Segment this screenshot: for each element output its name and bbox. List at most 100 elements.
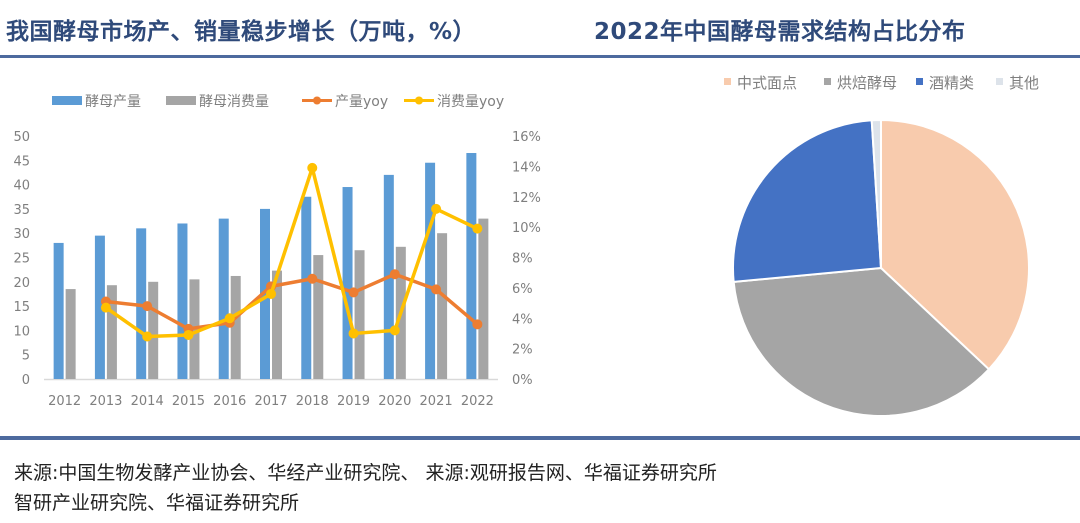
pie-legend-swatch-2 (916, 78, 923, 85)
x-axis-tick-label: 2019 (337, 394, 370, 409)
left-axis-tick-label: 30 (13, 227, 30, 242)
production-yoy-line (105, 272, 479, 331)
bar-production (94, 235, 105, 379)
production-yoy-point (472, 319, 483, 330)
legend-swatch-1 (166, 96, 196, 105)
legend-label-3: 消费量yoy (437, 94, 504, 110)
bar-production (466, 153, 477, 379)
source-note-line-2: 智研产业研究院、华福证券研究所 (14, 492, 300, 514)
pie-slices (732, 118, 1030, 417)
slice-other (870, 118, 882, 269)
x-axis-tick-label: 2022 (461, 394, 494, 409)
consumption-yoy-point (100, 302, 111, 313)
consumption-yoy-point (224, 313, 235, 324)
bottom-divider (0, 436, 1080, 440)
left-axis-tick-label: 5 (22, 349, 30, 364)
x-axis-tick-label: 2016 (213, 394, 246, 409)
bar-consumption (272, 270, 282, 379)
left-axis-tick-label: 35 (13, 203, 30, 218)
right-axis-tick-label: 12% (512, 191, 541, 206)
combo-chart-legend: 酵母产量 酵母消费量 产量yoy 消费量yoy (52, 94, 504, 110)
bar-production (301, 196, 312, 379)
bar-production (53, 242, 64, 379)
bar-series (53, 153, 489, 379)
bar-production (136, 228, 147, 379)
pie-legend-swatch-0 (724, 78, 731, 85)
bar-consumption (437, 233, 448, 379)
pie-legend-swatch-3 (996, 78, 1003, 85)
left-y-axis: 0 5 10 15 20 25 30 35 40 45 50 (13, 130, 30, 388)
consumption-yoy-point (183, 329, 194, 340)
right-axis-tick-label: 8% (512, 252, 533, 267)
production-yoy-point (348, 287, 359, 298)
consumption-yoy-point (389, 325, 400, 336)
production-yoy-point (307, 273, 318, 284)
x-axis-tick-label: 2018 (296, 394, 329, 409)
consumption-yoy-point (431, 203, 442, 214)
bar-production (177, 223, 188, 379)
consumption-yoy-point (142, 331, 153, 342)
right-axis-tick-label: 2% (512, 343, 533, 358)
legend-marker-2 (313, 96, 321, 105)
bar-production (342, 187, 353, 379)
bar-production (218, 218, 229, 379)
right-axis-tick-label: 14% (512, 160, 541, 175)
consumption-yoy-line (104, 166, 479, 339)
left-axis-tick-label: 0 (22, 373, 30, 388)
right-axis-tick-label: 10% (512, 221, 541, 236)
left-axis-tick-label: 15 (13, 300, 30, 315)
line-series (100, 162, 483, 342)
bar-consumption (478, 218, 489, 379)
x-axis-tick-label: 2015 (172, 394, 205, 409)
legend-swatch-0 (52, 96, 82, 105)
right-axis-tick-label: 4% (512, 312, 533, 327)
pie-legend-label-0: 中式面点 (737, 74, 797, 92)
right-y-axis: 0% 2% 4% 6% 8% 10% 12% 14% 16% (512, 130, 541, 388)
bar-consumption (148, 281, 159, 379)
pie-chart-legend: 中式面点 烘焙酵母 酒精类 其他 (724, 74, 1039, 92)
source-note-line-1: 来源:中国生物发酵产业协会、华经产业研究院、 来源:观研报告网、华福证券研究所 (14, 462, 717, 484)
right-axis-tick-label: 6% (512, 282, 533, 297)
bar-production (425, 162, 436, 379)
consumption-yoy-point (266, 288, 276, 299)
consumption-yoy-point (307, 162, 318, 173)
consumption-yoy-point (472, 223, 483, 234)
pie-chart: 中式面点 烘焙酵母 酒精类 其他 (724, 74, 1039, 417)
left-axis-tick-label: 50 (13, 130, 30, 145)
bar-consumption (65, 289, 76, 379)
pie-legend-label-3: 其他 (1009, 74, 1039, 92)
bar-consumption (106, 285, 117, 379)
bar-consumption (313, 255, 324, 379)
legend-marker-3 (415, 96, 423, 105)
right-chart-title: 2022年中国酵母需求结构占比分布 (594, 19, 966, 45)
bar-consumption (354, 250, 365, 379)
production-yoy-point (142, 301, 153, 312)
left-chart-title: 我国酵母市场产、销量稳步增长（万吨，%） (6, 19, 477, 45)
x-axis-tick-label: 2013 (89, 394, 122, 409)
slice-baking-yeast (732, 266, 991, 417)
pie-legend-label-1: 烘焙酵母 (837, 74, 897, 92)
left-axis-tick-label: 25 (13, 252, 30, 267)
x-axis-tick-label: 2020 (378, 394, 411, 409)
top-divider (0, 55, 1080, 58)
consumption-yoy-point (348, 328, 359, 339)
x-axis-tick-label: 2021 (420, 394, 453, 409)
combo-chart: 酵母产量 酵母消费量 产量yoy 消费量yoy 0 5 10 15 20 25 30 35 40 45 5… (13, 94, 541, 409)
slice-alcohol (732, 119, 883, 284)
production-yoy-point (431, 284, 442, 295)
right-axis-tick-label: 0% (512, 373, 533, 388)
x-axis-tick-label: 2017 (254, 394, 287, 409)
slice-chinese-pastry (880, 118, 1030, 371)
left-axis-tick-label: 20 (13, 276, 30, 291)
pie-legend-label-2: 酒精类 (929, 74, 974, 92)
legend-label-1: 酵母消费量 (199, 94, 269, 110)
left-axis-tick-label: 40 (13, 179, 30, 194)
left-axis-tick-label: 45 (13, 154, 30, 169)
left-axis-tick-label: 10 (13, 324, 30, 339)
legend-label-0: 酵母产量 (85, 94, 141, 110)
right-axis-tick-label: 16% (512, 130, 541, 145)
legend-label-2: 产量yoy (335, 94, 388, 110)
x-axis-tick-label: 2014 (131, 394, 164, 409)
bar-consumption (230, 275, 241, 379)
production-yoy-point (389, 269, 400, 280)
